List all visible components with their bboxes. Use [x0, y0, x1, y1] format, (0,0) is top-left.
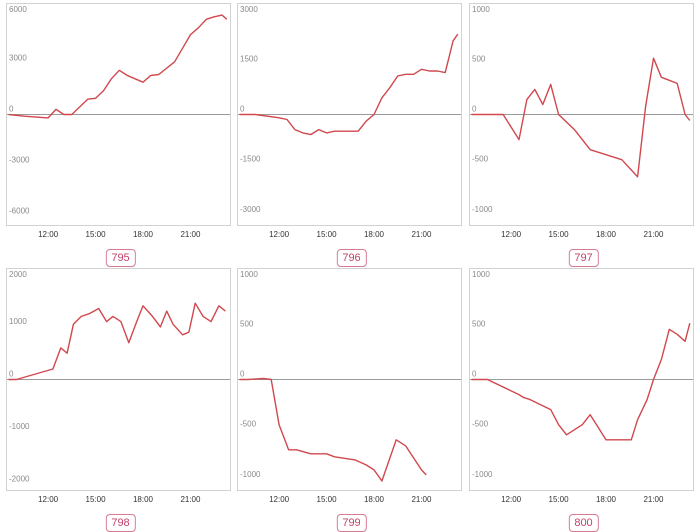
x-tick-label: 21:00 — [643, 230, 664, 239]
chart-panel-797: 1000 500 0 -500 -1000 12:00 15:00 18:00 21:00 797 — [469, 3, 698, 267]
x-tick-label: 18:00 — [133, 230, 154, 239]
x-tick-label: 18:00 — [596, 495, 617, 504]
chart-panel-798: 2000 1000 0 -1000 -2000 12:00 15:00 18:00 21:00 7… — [6, 268, 235, 532]
chart-id-badge: 800 — [568, 514, 599, 532]
y-tick-label: -500 — [472, 420, 489, 429]
series-line — [239, 33, 459, 136]
x-tick-label: 15:00 — [317, 495, 338, 504]
x-tick-label: 21:00 — [180, 230, 201, 239]
x-tick-label: 18:00 — [364, 230, 385, 239]
y-tick-label: -2000 — [9, 475, 30, 484]
chart-svg: 6000 3000 0 -3000 -6000 12:00 15:00 18:00 21:00 — [6, 3, 231, 239]
series-line — [239, 377, 427, 482]
x-tick-label: 21:00 — [411, 230, 432, 239]
x-tick-label: 15:00 — [86, 230, 107, 239]
x-tick-label: 15:00 — [317, 230, 338, 239]
y-tick-label: 1000 — [472, 5, 490, 14]
x-tick-label: 21:00 — [180, 495, 201, 504]
chart-id-badge: 797 — [568, 249, 599, 267]
y-tick-label: 0 — [9, 105, 14, 114]
chart-id-badge: 799 — [336, 514, 367, 532]
y-tick-label: -3000 — [240, 205, 261, 214]
y-tick-label: -500 — [240, 420, 257, 429]
x-tick-label: 21:00 — [643, 495, 664, 504]
y-tick-label: 0 — [240, 105, 245, 114]
y-tick-label: -1000 — [472, 470, 493, 479]
y-tick-label: 0 — [472, 105, 477, 114]
y-tick-label: -3000 — [9, 156, 30, 165]
series-line — [8, 302, 226, 381]
y-tick-label: 500 — [472, 319, 486, 328]
y-tick-label: 1000 — [240, 270, 258, 279]
x-tick-label: 12:00 — [38, 230, 59, 239]
y-tick-label: 0 — [240, 370, 245, 379]
x-tick-label: 18:00 — [596, 230, 617, 239]
series-line — [471, 57, 691, 178]
y-tick-label: 500 — [240, 319, 254, 328]
chart-panel-796: 3000 1500 0 -1500 -3000 12:00 15:00 18:00 21:00 7… — [237, 3, 466, 267]
x-tick-label: 21:00 — [411, 495, 432, 504]
chart-panel-795: 6000 3000 0 -3000 -6000 12:00 15:00 18:00 21:00 7… — [6, 3, 235, 267]
y-tick-label: -1000 — [9, 422, 30, 431]
y-tick-label: -1000 — [472, 205, 493, 214]
chart-svg: 1000 500 0 -500 -1000 12:00 15:00 18:00 21:00 — [469, 268, 694, 504]
chart-svg: 1000 500 0 -500 -1000 12:00 15:00 18:00 21:00 — [237, 268, 462, 504]
y-tick-label: 0 — [9, 370, 14, 379]
y-tick-label: 0 — [472, 370, 477, 379]
series-line — [471, 323, 691, 441]
x-tick-label: 12:00 — [501, 230, 522, 239]
y-tick-label: 3000 — [240, 5, 258, 14]
x-tick-label: 18:00 — [364, 495, 385, 504]
x-tick-label: 12:00 — [269, 495, 290, 504]
chart-id-badge: 798 — [105, 514, 136, 532]
y-tick-label: 500 — [472, 54, 486, 63]
chart-svg: 2000 1000 0 -1000 -2000 12:00 15:00 18:00 21:00 — [6, 268, 231, 504]
y-tick-label: -500 — [472, 155, 489, 164]
y-tick-label: 1000 — [472, 270, 490, 279]
y-tick-label: 2000 — [9, 270, 27, 279]
y-tick-label: 1000 — [9, 317, 27, 326]
y-tick-label: -1000 — [240, 470, 261, 479]
y-tick-label: 6000 — [9, 5, 27, 14]
x-tick-label: 15:00 — [549, 495, 570, 504]
y-tick-label: 1500 — [240, 54, 258, 63]
chart-id-badge: 796 — [336, 249, 367, 267]
y-tick-label: 3000 — [9, 54, 27, 63]
y-tick-label: -6000 — [9, 207, 30, 216]
x-tick-label: 12:00 — [38, 495, 59, 504]
x-tick-label: 12:00 — [269, 230, 290, 239]
x-tick-label: 15:00 — [86, 495, 107, 504]
chart-id-badge: 795 — [105, 249, 136, 267]
chart-panel-800: 1000 500 0 -500 -1000 12:00 15:00 18:00 21:00 800 — [469, 268, 698, 532]
chart-panel-799: 1000 500 0 -500 -1000 12:00 15:00 18:00 21:00 799 — [237, 268, 466, 532]
series-line — [8, 14, 228, 119]
x-tick-label: 18:00 — [133, 495, 154, 504]
y-tick-label: -1500 — [240, 155, 261, 164]
chart-svg: 1000 500 0 -500 -1000 12:00 15:00 18:00 21:00 — [469, 3, 694, 239]
x-tick-label: 12:00 — [501, 495, 522, 504]
x-tick-label: 15:00 — [549, 230, 570, 239]
chart-svg: 3000 1500 0 -1500 -3000 12:00 15:00 18:00 21:00 — [237, 3, 462, 239]
